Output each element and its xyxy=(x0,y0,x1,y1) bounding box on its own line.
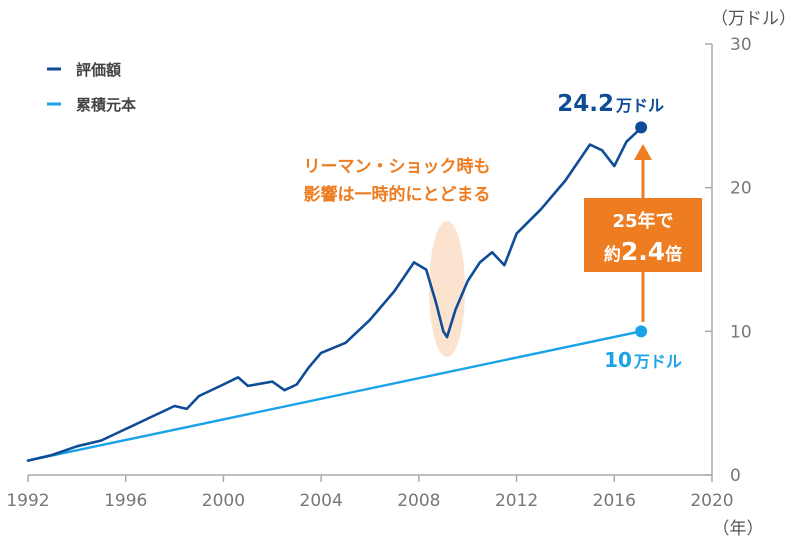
growth-box-line1: 25年で xyxy=(612,210,673,232)
series-layer xyxy=(26,121,648,462)
end-point-valuation xyxy=(635,121,648,134)
x-tick-label: 2004 xyxy=(300,491,343,511)
end-value-label: 24.2 万ドル xyxy=(557,91,664,117)
x-tick-label: 1996 xyxy=(104,491,147,511)
x-tick-label: 2020 xyxy=(690,491,733,511)
legend: 評価額 累積元本 xyxy=(47,61,136,114)
crisis-note-line1: リーマン・ショック時も xyxy=(304,156,491,177)
y-tick-label: 30 xyxy=(730,35,752,55)
growth-box-suffix: 倍 xyxy=(665,244,682,265)
growth-box-line2: 約2.4倍 xyxy=(604,237,682,266)
crisis-note-line2: 影響は一時的にとどまる xyxy=(304,184,491,205)
growth-box-number: 2.4 xyxy=(621,237,665,266)
principal-unit: 万ドル xyxy=(633,352,682,371)
y-tick-label: 20 xyxy=(730,179,752,199)
growth-box-prefix: 約 xyxy=(604,244,621,265)
y-tick-label: 10 xyxy=(730,322,752,342)
end-value-unit: 万ドル xyxy=(615,96,664,115)
x-tick-label: 2008 xyxy=(397,491,440,511)
y-unit-label: （万ドル） xyxy=(711,9,796,29)
x-tick-label: 1992 xyxy=(6,491,49,511)
end-point-principal xyxy=(635,325,648,338)
x-unit-label: （年） xyxy=(713,519,764,539)
x-tick-label: 2000 xyxy=(202,491,245,511)
legend-label-principal: 累積元本 xyxy=(76,96,136,114)
y-tick-label: 0 xyxy=(730,466,741,486)
y-ticks: 0 10 20 30 xyxy=(705,35,752,486)
x-tick-label: 2016 xyxy=(593,491,636,511)
crisis-highlight xyxy=(429,221,465,357)
legend-label-valuation: 評価額 xyxy=(76,61,121,79)
x-ticks: 1992 1996 2000 2004 2008 2012 2016 2020 xyxy=(6,475,734,511)
x-tick-label: 2012 xyxy=(495,491,538,511)
principal-number: 10 xyxy=(604,348,632,372)
series-line-valuation xyxy=(26,126,643,462)
growth-arrow-head xyxy=(634,144,652,160)
principal-label: 10 万ドル xyxy=(604,348,682,372)
end-value-number: 24.2 xyxy=(557,91,614,117)
growth-box xyxy=(584,198,702,272)
series-line-principal xyxy=(26,330,643,462)
